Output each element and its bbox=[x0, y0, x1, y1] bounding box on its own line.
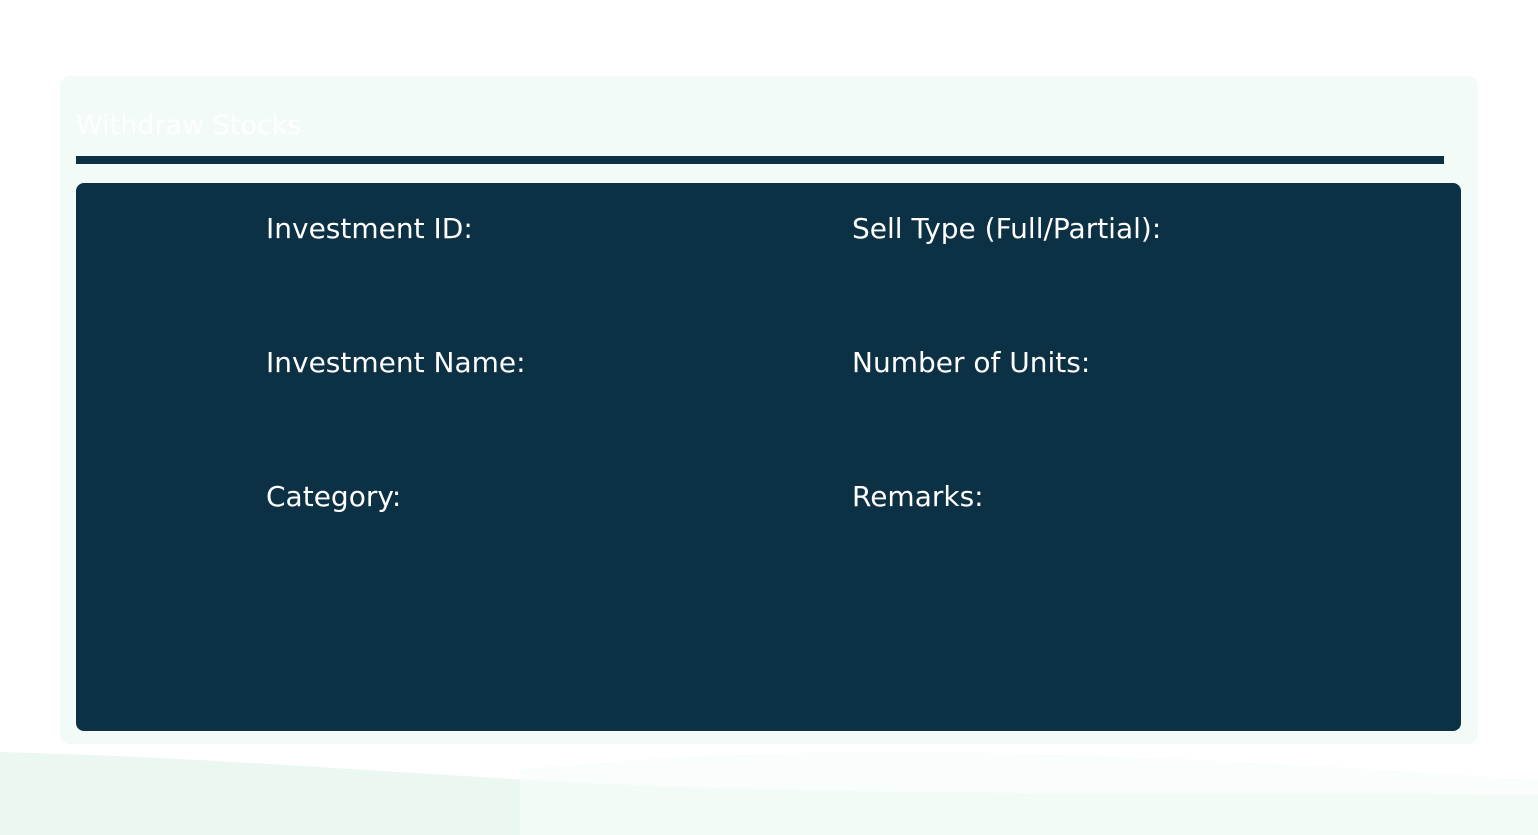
withdraw-stocks-card: Withdraw Stocks Investment ID: Investmen… bbox=[60, 76, 1478, 744]
number-of-units-label: Number of Units: bbox=[852, 346, 1091, 379]
title-divider bbox=[76, 156, 1444, 164]
withdraw-form-panel: Investment ID: Investment Name: Category… bbox=[76, 183, 1461, 731]
page-title: Withdraw Stocks bbox=[76, 110, 302, 141]
investment-id-label: Investment ID: bbox=[266, 212, 473, 245]
sell-type-label: Sell Type (Full/Partial): bbox=[852, 212, 1162, 245]
remarks-label: Remarks: bbox=[852, 480, 984, 513]
category-label: Category: bbox=[266, 480, 402, 513]
background-wave bbox=[0, 751, 1538, 835]
investment-name-label: Investment Name: bbox=[266, 346, 526, 379]
